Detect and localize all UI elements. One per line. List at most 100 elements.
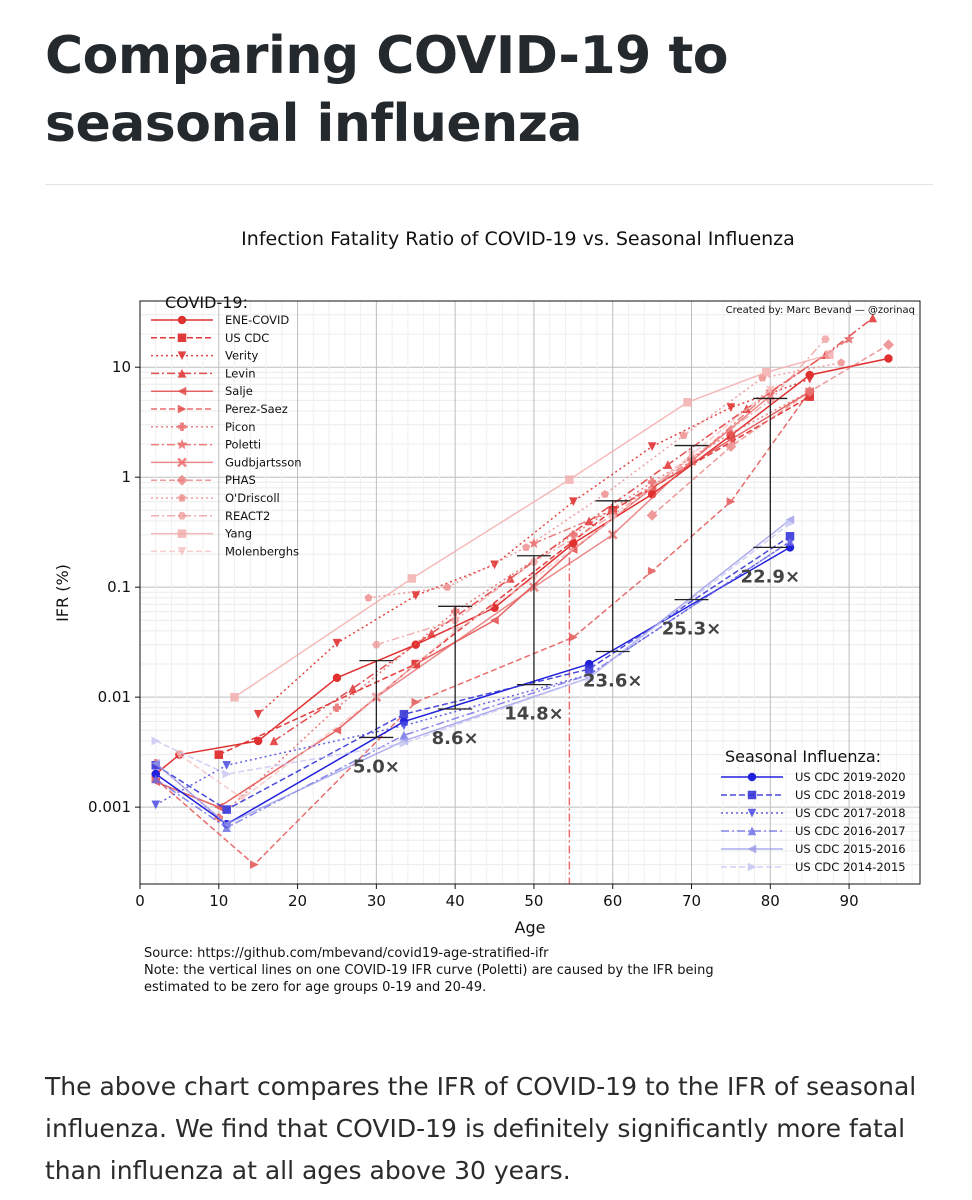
x-tick-label: 70 [682, 892, 701, 910]
note-line-2: estimated to be zero for age groups 0-19… [144, 980, 486, 995]
data-point [569, 632, 578, 642]
flu-series-us-cdc-2014-2015 [151, 519, 795, 779]
source-text: Source: https://github.com/mbevand/covid… [144, 946, 549, 961]
data-point [569, 530, 578, 539]
gap-bar: 25.3× [662, 444, 722, 640]
title-divider [45, 184, 933, 185]
legend-covid-title: COVID-19: [165, 293, 248, 312]
gap-bars: 5.0× 8.6× 14.8× 23.6× 25.3× 22.9× [353, 397, 800, 777]
data-point [269, 736, 279, 746]
legend-label: US CDC 2019-2020 [795, 770, 906, 784]
data-point [804, 386, 816, 398]
data-point [151, 736, 161, 746]
legend-flu-title: Seasonal Influenza: [725, 747, 881, 766]
data-point [332, 673, 342, 683]
legend-swatch-marker [177, 368, 187, 378]
legend-item-ene-covid: ENE-COVID [151, 313, 289, 327]
series-line [218, 395, 811, 756]
data-point [821, 335, 830, 343]
covid-series-verity [253, 374, 815, 719]
data-point [725, 440, 737, 453]
series-line [178, 389, 771, 800]
legend-label: US CDC 2015-2016 [795, 842, 906, 856]
legend-label: Picon [225, 420, 256, 434]
legend-item-phas: PHAS [151, 473, 256, 487]
data-point [765, 385, 775, 395]
x-tick-label: 0 [135, 892, 145, 910]
legend-label: O'Driscoll [225, 491, 280, 505]
legend-item-gudbjartsson: Gudbjartsson [151, 455, 302, 469]
legend-item-us-cdc: US CDC [151, 331, 269, 345]
data-point [427, 628, 436, 638]
x-tick-label: 20 [288, 892, 307, 910]
legend-item-react2: REACT2 [151, 509, 270, 523]
data-point [521, 543, 531, 551]
covid-series-phas [646, 339, 895, 521]
legend-swatch-marker [177, 547, 187, 556]
legend-label: Poletti [225, 438, 261, 452]
legend-item-us-cdc-2018-2019: US CDC 2018-2019 [721, 788, 906, 802]
legend-label: Verity [225, 349, 258, 363]
series-line [257, 378, 810, 715]
legend-item-yang: Yang [151, 527, 252, 541]
data-point [222, 769, 232, 779]
data-point [411, 591, 421, 601]
legend-swatch-marker [177, 529, 187, 538]
legend-swatch-marker [747, 790, 757, 800]
legend-swatch-marker [177, 404, 187, 414]
data-point [332, 725, 342, 735]
data-point [230, 692, 239, 702]
x-tick-label: 10 [209, 892, 228, 910]
data-point [882, 339, 895, 351]
legend-swatch-marker [176, 438, 188, 450]
covid-series-o-driscoll [364, 358, 846, 602]
data-point [663, 460, 673, 469]
flu-series-us-cdc-2018-2019 [151, 532, 795, 814]
gap-ratio-label: 5.0× [353, 756, 400, 777]
data-point [762, 367, 771, 377]
x-axis-label: Age [515, 918, 546, 937]
data-point [646, 509, 658, 521]
legend-swatch-marker [177, 386, 187, 396]
legend-item-us-cdc-2015-2016: US CDC 2015-2016 [721, 842, 906, 856]
gap-ratio-label: 25.3× [662, 619, 722, 640]
series-line [651, 344, 889, 516]
legend-flu: Seasonal Influenza: US CDC 2019-2020 US C… [721, 747, 906, 874]
data-point [249, 860, 259, 870]
y-tick-label: 0.1 [107, 578, 131, 596]
data-point [805, 374, 815, 384]
ifr-chart: Infection Fatality Ratio of COVID-19 vs.… [53, 228, 921, 995]
gap-bar: 14.8× [504, 555, 564, 725]
y-axis-label: IFR (%) [53, 564, 72, 622]
data-point [726, 403, 736, 413]
legend-swatch-marker [177, 315, 187, 325]
data-point [332, 638, 342, 648]
legend-swatch-marker [177, 493, 187, 502]
legend-label: PHAS [225, 473, 256, 487]
legend-swatch-marker [177, 512, 187, 520]
legend-label: Levin [225, 366, 256, 380]
data-point [151, 800, 161, 810]
legend-item-us-cdc-2017-2018: US CDC 2017-2018 [721, 806, 906, 820]
legend-label: US CDC [225, 331, 269, 345]
marker-stroke [177, 457, 187, 468]
covid-series-react2 [372, 335, 830, 649]
legend-swatch-marker [747, 808, 757, 818]
legend-item-picon: Picon [151, 420, 256, 434]
legend-label: US CDC 2017-2018 [795, 806, 906, 820]
y-tick-label: 10 [112, 358, 131, 376]
data-point [399, 738, 409, 748]
legend-item-levin: Levin [151, 366, 256, 380]
data-point [222, 823, 232, 832]
legend-item-molenberghs: Molenberghs [151, 544, 299, 558]
data-point [372, 640, 381, 649]
data-point [443, 582, 452, 591]
body-paragraph: The above chart compares the IFR of COVI… [45, 1072, 917, 1185]
data-point [222, 761, 232, 770]
flu-series-us-cdc-2017-2018 [151, 537, 795, 810]
gap-ratio-label: 23.6× [583, 671, 643, 692]
data-point [837, 358, 846, 367]
page-title: Comparing COVID-19 to seasonal influenza [45, 26, 729, 154]
covid-series-yang [230, 350, 834, 702]
data-point [884, 354, 893, 363]
